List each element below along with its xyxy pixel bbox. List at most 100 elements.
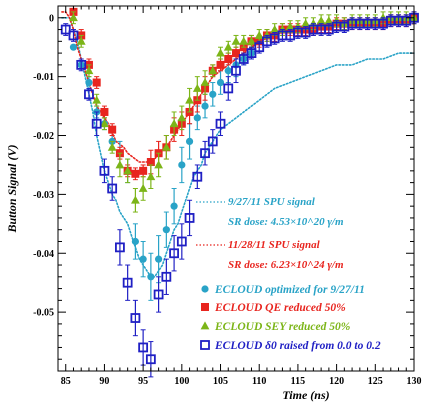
y-tick-label: -0.05 <box>33 308 54 319</box>
data-point <box>76 59 87 70</box>
legend-label: ECLOUD SEY reduced 50% <box>214 321 350 333</box>
data-point <box>154 160 164 169</box>
data-point <box>68 30 79 41</box>
data-point <box>92 95 102 104</box>
data-point <box>139 255 147 263</box>
data-point <box>100 119 109 128</box>
data-point <box>185 95 194 104</box>
data-point <box>216 60 225 69</box>
data-point <box>301 19 311 28</box>
data-point <box>145 354 156 365</box>
data-point <box>223 83 234 94</box>
legend-label: ECLOUD optimized for 9/27/11 <box>214 284 365 296</box>
data-point <box>238 54 249 64</box>
data-point <box>246 48 257 58</box>
y-tick-label: -0.02 <box>33 131 54 142</box>
y-axis: 0 -0.01 -0.02 -0.03 -0.04 -0.05 <box>33 13 414 372</box>
data-point <box>232 49 240 58</box>
signal-line-1 <box>61 16 415 278</box>
data-point <box>193 114 201 122</box>
data-point <box>177 113 187 122</box>
data-point <box>224 67 232 75</box>
x-tick-label: 85 <box>61 376 71 387</box>
data-point <box>247 36 256 45</box>
data-point <box>208 66 218 75</box>
y-tick-label: -0.01 <box>33 72 54 83</box>
data-point <box>254 30 264 39</box>
y-tick-label: 0 <box>49 13 54 24</box>
data-point <box>147 273 155 281</box>
plot-series <box>60 5 419 378</box>
annotation-dose-1128: SR dose: 6.23×10^24 γ/m <box>228 259 344 271</box>
legend-marker <box>200 340 210 350</box>
data-point <box>146 172 156 181</box>
annotation-dose-0927: SR dose: 4.53×10^20 γ/m <box>228 216 344 228</box>
data-point <box>231 36 241 45</box>
data-point <box>100 107 109 116</box>
data-point <box>185 137 194 146</box>
data-point <box>115 160 125 169</box>
data-point <box>316 16 326 25</box>
legend: ECLOUD optimized for 9/27/11 ECLOUD QE re… <box>200 284 381 352</box>
data-point <box>69 13 78 22</box>
data-point <box>169 248 179 259</box>
data-point <box>146 158 155 167</box>
x-tick-label: 90 <box>99 376 109 387</box>
data-point <box>139 166 148 175</box>
x-tick-label: 130 <box>407 376 422 387</box>
x-axis-title: Time (ns) <box>282 388 329 402</box>
x-tick-label: 120 <box>329 376 344 387</box>
data-point <box>92 78 101 87</box>
annotations: 9/27/11 SPU signal SR dose: 4.53×10^20 γ/… <box>196 196 344 271</box>
annotation-sru-1128: 11/28/11 SPU signal <box>228 239 321 251</box>
data-point <box>169 119 179 128</box>
data-point <box>131 169 140 178</box>
data-point <box>216 78 225 87</box>
data-point <box>161 271 172 282</box>
series-4 <box>60 11 419 378</box>
data-point <box>130 313 141 323</box>
data-point <box>324 16 334 25</box>
data-point <box>209 90 217 98</box>
data-point <box>85 78 93 87</box>
x-axis: 85 90 95 100 105 110 115 120 125 130 <box>57 6 422 387</box>
legend-label: ECLOUD QE reduced 50% <box>214 302 346 314</box>
data-point <box>201 102 209 110</box>
data-point <box>200 148 210 159</box>
data-point <box>84 89 94 100</box>
data-point <box>69 43 78 51</box>
x-tick-label: 125 <box>368 376 383 387</box>
data-point <box>155 255 163 263</box>
data-point <box>215 118 226 129</box>
y-axis-title: Button Signal (V) <box>5 144 19 233</box>
x-tick-label: 95 <box>138 376 148 387</box>
data-point <box>254 42 265 53</box>
legend-item-2: ECLOUD QE reduced 50% <box>201 302 346 314</box>
legend-marker <box>200 321 210 330</box>
data-point <box>285 22 295 31</box>
data-point <box>192 83 202 92</box>
data-point <box>130 195 140 204</box>
data-point <box>170 202 178 210</box>
data-point <box>131 237 139 246</box>
data-point <box>162 226 170 234</box>
data-point <box>115 242 125 253</box>
legend-marker <box>201 303 209 311</box>
data-point <box>192 171 203 182</box>
data-point <box>161 142 171 151</box>
data-point <box>123 166 133 175</box>
data-point <box>223 42 233 51</box>
data-point <box>207 136 218 147</box>
data-point <box>178 161 186 169</box>
legend-item-1: ECLOUD optimized for 9/27/11 <box>201 284 365 296</box>
data-point <box>184 213 195 223</box>
data-point <box>200 77 210 86</box>
data-point <box>153 289 164 300</box>
legend-label: ECLOUD δ0 raised from 0.0 to 0.2 <box>214 340 381 352</box>
x-tick-label: 105 <box>213 376 228 387</box>
x-tick-label: 115 <box>291 376 305 387</box>
y-tick-label: -0.04 <box>33 249 54 260</box>
legend-marker <box>201 285 209 293</box>
data-point <box>239 36 249 45</box>
